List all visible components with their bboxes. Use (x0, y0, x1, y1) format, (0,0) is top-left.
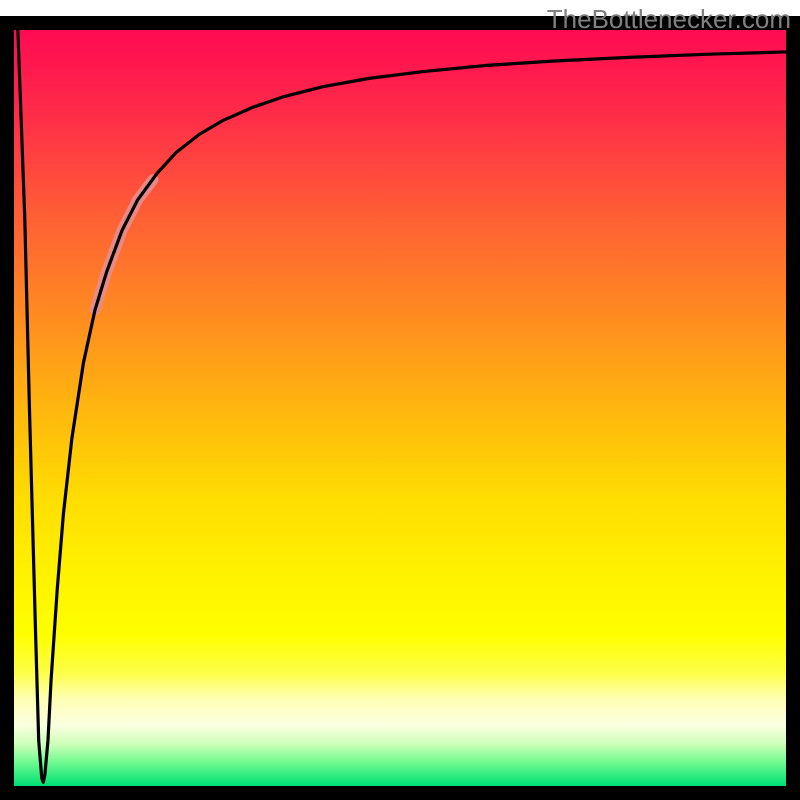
bottleneck-curve-chart (0, 0, 800, 800)
gradient-background (14, 30, 786, 786)
watermark-text: TheBottlenecker.com (547, 4, 791, 35)
chart-root: TheBottlenecker.com (0, 0, 800, 800)
